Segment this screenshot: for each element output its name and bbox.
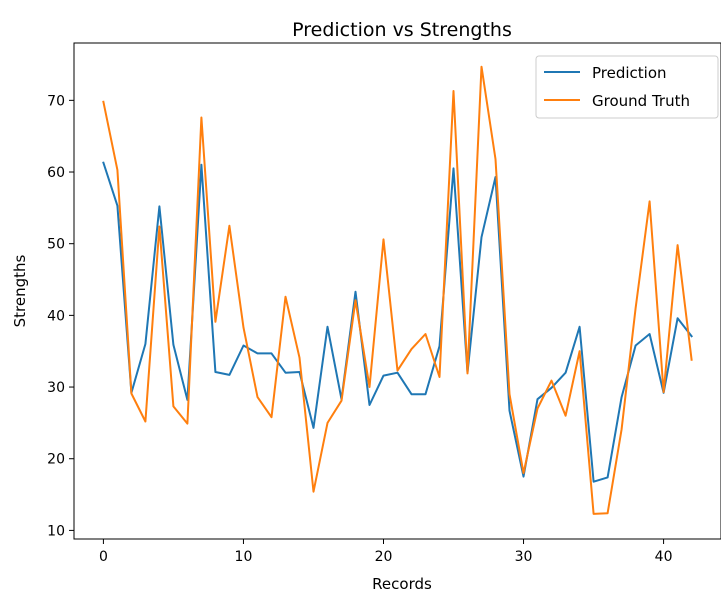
legend-box xyxy=(535,55,719,119)
y-axis-label: Strengths xyxy=(11,254,29,327)
x-tick-label: 40 xyxy=(655,549,673,565)
y-tick-label: 30 xyxy=(47,380,65,396)
plot-series xyxy=(102,65,694,515)
x-axis-label: Records xyxy=(372,575,432,592)
y-tick-label: 60 xyxy=(47,165,65,181)
y-tick-label: 70 xyxy=(47,93,65,109)
y-axis-ticks: 10 20 30 40 50 60 70 xyxy=(47,93,74,539)
chart-title: Prediction vs Strengths xyxy=(292,19,512,41)
x-tick-label: 10 xyxy=(235,549,253,565)
x-tick-label: 30 xyxy=(515,549,533,565)
legend-label-0: Prediction xyxy=(592,64,667,82)
y-tick-label: 10 xyxy=(47,523,65,539)
series-line-1 xyxy=(102,65,693,515)
y-tick-label: 20 xyxy=(47,452,65,468)
y-tick-label: 50 xyxy=(47,237,65,253)
y-tick-label: 40 xyxy=(47,308,65,324)
series-line-0 xyxy=(102,161,694,483)
x-tick-label: 0 xyxy=(99,549,108,565)
x-axis-ticks: 0 10 20 30 40 xyxy=(99,539,673,565)
x-tick-label: 20 xyxy=(375,549,393,565)
legend-label-1: Ground Truth xyxy=(592,92,690,110)
legend: Prediction Ground Truth xyxy=(535,55,719,119)
plot-frame xyxy=(73,42,721,540)
